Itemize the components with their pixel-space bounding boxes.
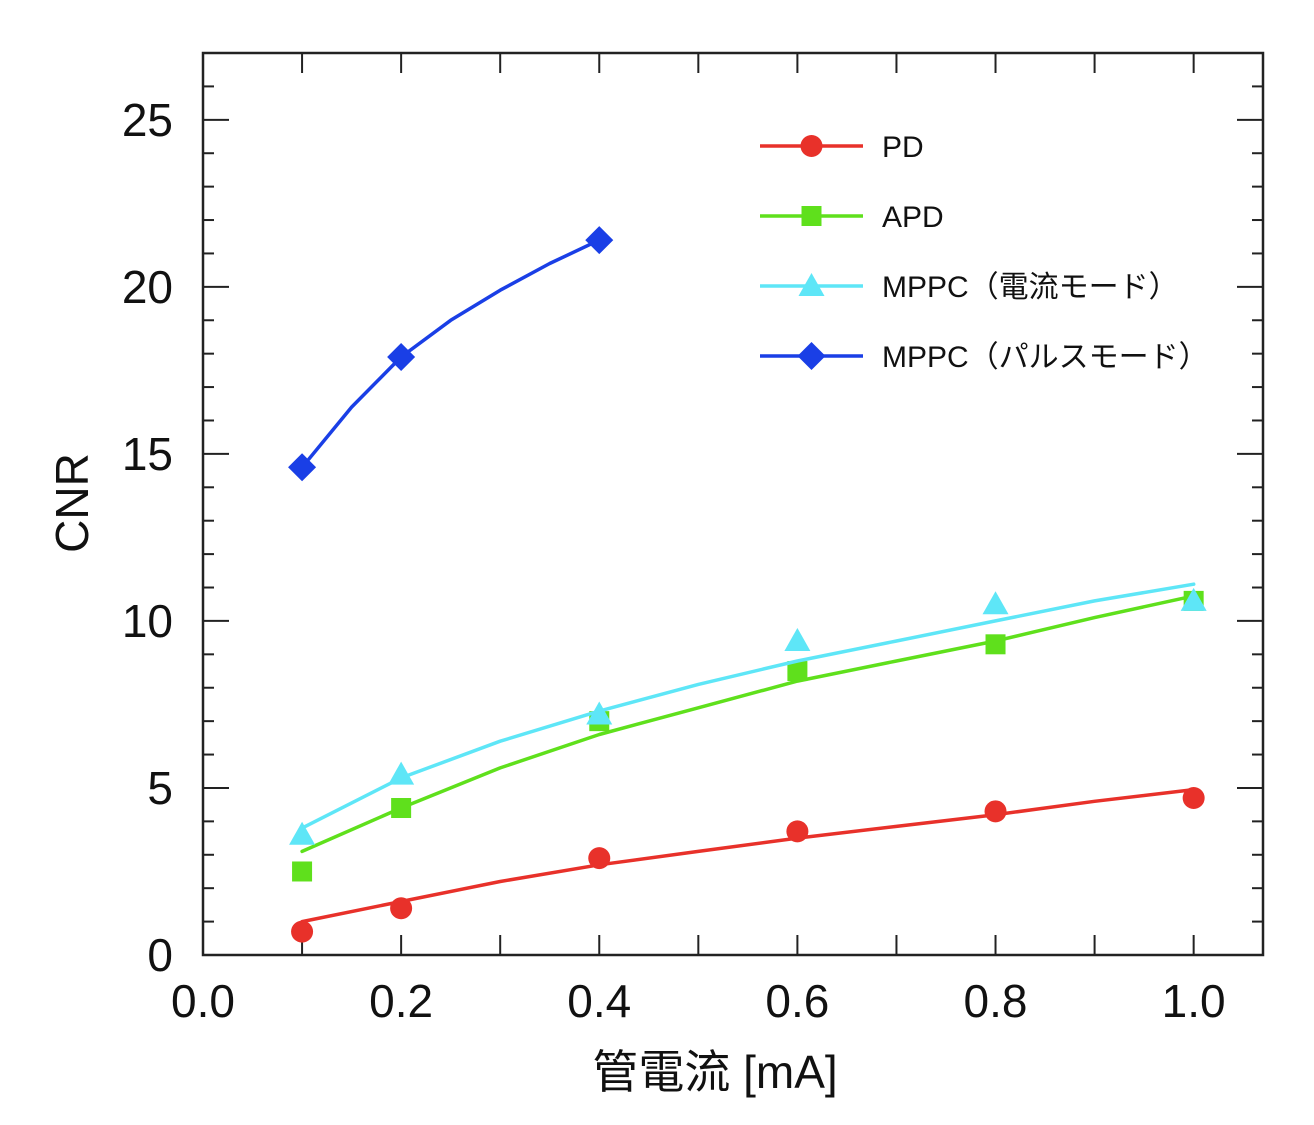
legend-item-square: APD [760,201,944,234]
legend-label-diamond: MPPC（パルスモード） [882,341,1209,374]
fit-line-diamond [300,238,602,470]
plot-frame [201,51,1265,957]
fit-line-circle [300,787,1196,924]
axis-ticks: 0.0 0.2 0.4 0.6 0.8 1.0 0 5 10 15 20 25 [122,52,1263,1027]
data-point-triangle [289,821,316,845]
fit-line-square [300,594,1196,854]
y-tick-label: 25 [122,94,173,146]
series-square [292,590,1204,882]
series-circle [291,786,1205,943]
legend-label-triangle: MPPC（電流モード） [882,271,1179,304]
x-tick-label: 0.2 [369,975,433,1027]
y-tick-label: 5 [147,762,173,814]
data-point-circle [291,920,314,943]
legend-marker-square [801,206,822,226]
series-group [288,226,1207,943]
data-point-diamond [288,453,317,482]
y-tick-label: 15 [122,428,173,480]
y-tick-label: 20 [122,261,173,313]
x-tick-label: 0.6 [765,975,829,1027]
legend-label-square: APD [882,201,944,234]
x-tick-label: 0.8 [964,975,1028,1027]
data-point-triangle [388,761,415,785]
y-tick-label: 0 [147,929,173,981]
data-point-triangle [784,627,811,651]
series-triangle [289,582,1207,845]
series-diamond [288,226,614,482]
data-point-diamond [387,343,416,372]
x-axis-title: 管電流 [mA] [592,1046,837,1098]
legend-item-diamond: MPPC（パルスモード） [760,341,1209,374]
x-tick-label: 0.4 [567,975,631,1027]
data-point-square [787,661,808,682]
legend-item-circle: PD [760,131,924,164]
data-point-square [985,634,1006,655]
fit-line-triangle [300,582,1196,830]
data-point-circle [786,820,809,843]
legend-marker-circle [800,135,823,157]
legend-label-circle: PD [882,131,924,164]
data-point-circle [588,847,611,870]
plot-area [201,51,1265,957]
data-point-circle [390,897,413,920]
x-tick-label: 0.0 [171,975,235,1027]
y-axis-title: CNR [46,453,98,553]
data-point-triangle [1180,587,1207,611]
legend: PD APD MPPC（電流モード） MPPC（パルスモード） [760,131,1209,374]
data-point-triangle [982,591,1009,615]
legend-item-triangle: MPPC（電流モード） [760,271,1179,304]
data-point-square [391,798,412,819]
data-point-triangle [586,701,613,725]
data-point-circle [1182,786,1205,809]
data-point-square [292,861,313,882]
x-tick-label: 1.0 [1162,975,1226,1027]
data-point-circle [984,800,1007,823]
legend-marker-diamond [797,342,826,370]
data-point-diamond [585,226,614,255]
legend-marker-triangle [798,273,825,296]
y-tick-label: 10 [122,595,173,647]
